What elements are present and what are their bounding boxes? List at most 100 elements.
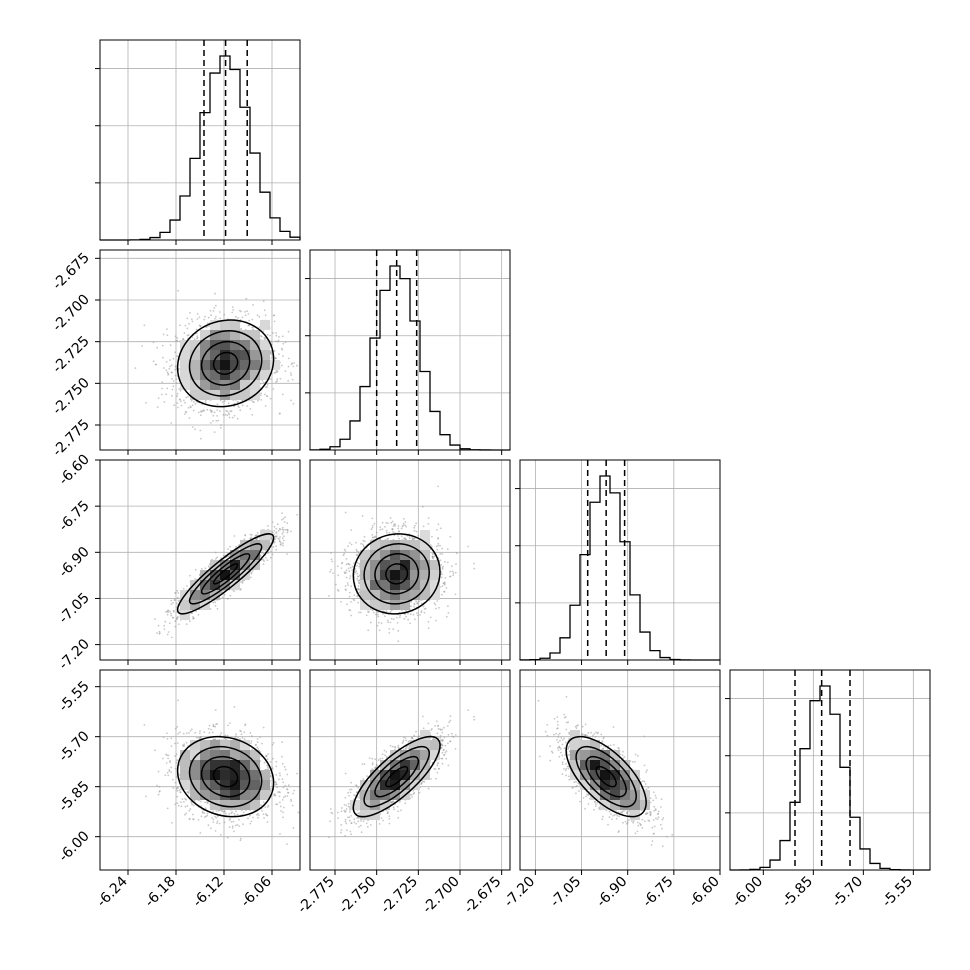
density-cell xyxy=(180,760,190,770)
density-cell xyxy=(210,360,220,370)
sample-point xyxy=(404,609,407,612)
sample-point xyxy=(177,732,180,735)
sample-point xyxy=(584,723,587,726)
sample-point xyxy=(550,750,553,753)
density-cell xyxy=(260,340,270,350)
sample-point xyxy=(275,774,278,776)
sample-point xyxy=(172,778,174,781)
sample-point xyxy=(217,419,220,422)
sample-point xyxy=(235,810,237,813)
density-cell xyxy=(200,330,210,340)
sample-point xyxy=(433,738,436,741)
sample-point xyxy=(427,621,430,623)
sample-point xyxy=(239,839,242,842)
sample-point xyxy=(217,815,219,818)
sample-point xyxy=(372,611,375,614)
sample-point xyxy=(212,818,215,821)
sample-point xyxy=(397,810,400,813)
sample-point xyxy=(388,531,391,534)
density-cell xyxy=(420,740,430,750)
sample-point xyxy=(439,737,442,739)
sample-point xyxy=(437,485,439,488)
density-cell xyxy=(250,350,260,360)
sample-point xyxy=(448,721,450,724)
sample-point xyxy=(581,725,584,728)
density-cell xyxy=(590,740,600,750)
sample-point xyxy=(251,570,254,572)
sample-point xyxy=(421,715,424,718)
density-cell xyxy=(580,750,590,760)
density-cell xyxy=(250,750,260,760)
sample-point xyxy=(337,817,339,819)
sample-point xyxy=(267,551,270,554)
sample-point xyxy=(183,743,186,746)
sample-point xyxy=(563,758,566,760)
sample-point xyxy=(233,414,236,417)
sample-point xyxy=(240,837,242,840)
sample-point xyxy=(348,788,351,791)
sample-point xyxy=(255,534,257,537)
density-cell xyxy=(210,580,220,590)
density-cell xyxy=(190,760,200,770)
contour-level-1 xyxy=(212,563,239,585)
sample-point xyxy=(269,789,272,792)
density-cell xyxy=(230,770,240,780)
sample-point xyxy=(179,791,182,793)
sample-point xyxy=(295,364,298,367)
sample-point xyxy=(350,833,353,836)
sample-point xyxy=(250,572,253,575)
sample-point xyxy=(356,595,358,598)
sample-point xyxy=(546,734,549,737)
sample-point xyxy=(261,379,264,382)
sample-point xyxy=(358,562,361,565)
sample-point xyxy=(145,795,147,798)
sample-point xyxy=(628,810,631,813)
sample-point xyxy=(655,817,657,820)
density-cell xyxy=(190,790,200,800)
sample-point xyxy=(175,761,178,764)
x-tick-label: -6.18 xyxy=(142,874,179,911)
sample-point xyxy=(286,529,288,531)
density-cell xyxy=(240,780,250,790)
sample-point xyxy=(176,759,179,762)
y-tick-label: -6.75 xyxy=(56,498,93,535)
sample-point xyxy=(454,734,457,736)
sample-point xyxy=(189,405,192,408)
sample-point xyxy=(219,410,221,412)
sample-point xyxy=(661,818,664,821)
sample-point xyxy=(455,552,458,555)
sample-point xyxy=(538,755,541,758)
sample-point xyxy=(440,739,443,741)
density-cell xyxy=(180,770,190,780)
sample-point xyxy=(249,537,252,540)
sample-point xyxy=(397,527,400,530)
panel-background xyxy=(520,460,720,660)
sample-point xyxy=(287,379,290,382)
sample-point xyxy=(163,401,166,403)
sample-point xyxy=(183,745,186,747)
sample-point xyxy=(340,601,342,603)
y-tick-label: -2.700 xyxy=(50,292,93,335)
density-cell xyxy=(230,560,240,570)
sample-point xyxy=(414,524,416,527)
sample-point xyxy=(560,737,563,739)
density-cell xyxy=(640,800,650,810)
sample-point xyxy=(373,522,376,525)
sample-point xyxy=(283,766,286,768)
sample-point xyxy=(166,328,168,330)
panels-layer xyxy=(95,39,931,875)
sample-point xyxy=(202,409,205,411)
sample-point xyxy=(439,728,441,730)
sample-point xyxy=(296,514,298,516)
sample-point xyxy=(233,590,235,593)
sample-point xyxy=(352,598,355,601)
sample-point xyxy=(172,787,175,789)
density-cell xyxy=(210,800,220,810)
density-cell xyxy=(400,780,410,790)
sample-point xyxy=(256,314,259,316)
sample-point xyxy=(216,607,219,610)
sample-point xyxy=(657,816,660,818)
sample-point xyxy=(380,622,383,625)
sample-point xyxy=(229,594,232,597)
density-cell xyxy=(210,750,220,760)
